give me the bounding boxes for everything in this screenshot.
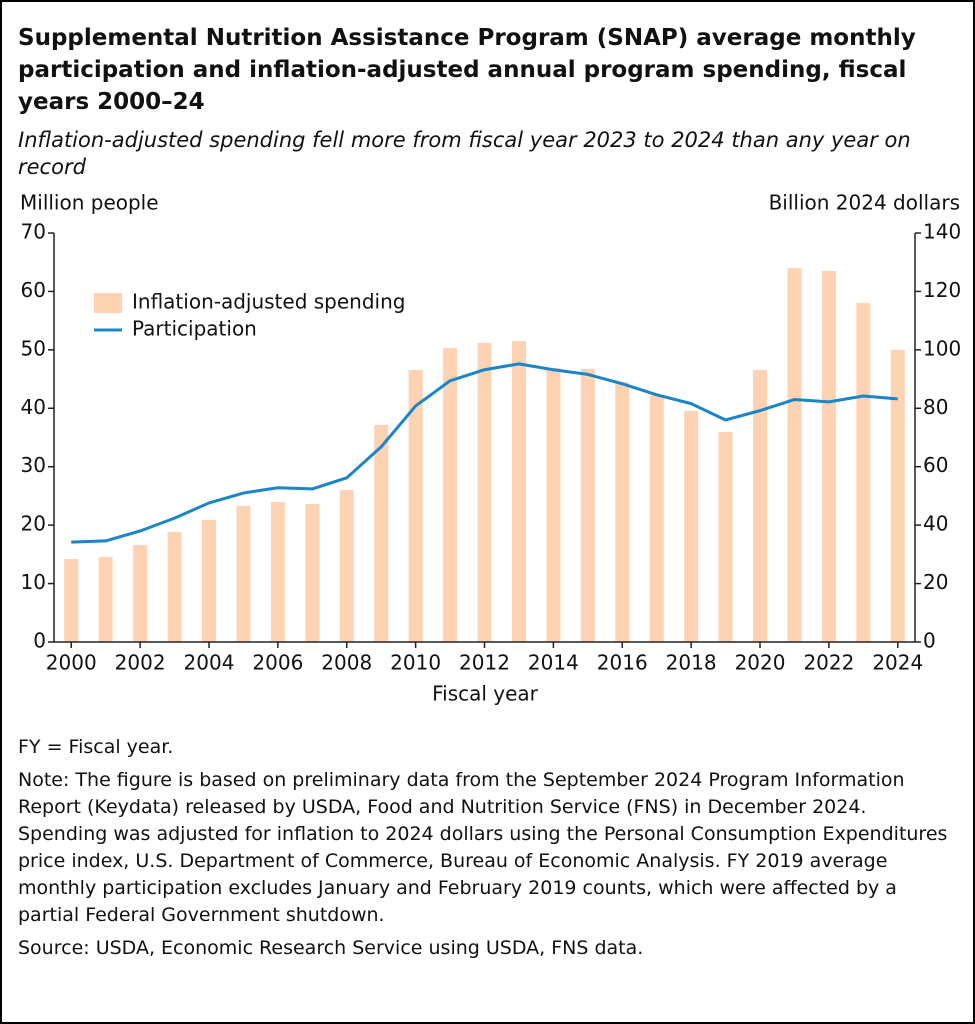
- y-tick-label: 30: [21, 453, 46, 477]
- y2-tick-label: 0: [923, 629, 936, 653]
- bar: [684, 410, 699, 642]
- y-tick-label: 0: [33, 629, 46, 653]
- y2-tick-label: 80: [923, 395, 948, 419]
- bar: [856, 303, 871, 642]
- bar: [236, 505, 251, 642]
- y2-tick-label: 40: [923, 512, 948, 536]
- note: Source: USDA, Economic Research Service …: [18, 937, 644, 959]
- y-tick-label: 70: [21, 220, 46, 244]
- bar: [305, 504, 320, 642]
- bar: [580, 368, 595, 642]
- x-tick-label: 2008: [321, 651, 372, 675]
- bar: [270, 502, 285, 642]
- y-tick-label: 10: [21, 570, 46, 594]
- bar: [546, 367, 561, 642]
- bar: [615, 381, 630, 642]
- chart-subtitle: Inflation-adjusted spending fell more fr…: [18, 128, 911, 179]
- bar: [821, 270, 836, 642]
- bar: [408, 370, 423, 642]
- y-tick-label: 20: [21, 512, 46, 536]
- y-tick-label: 40: [21, 395, 46, 419]
- x-tick-label: 2016: [597, 651, 648, 675]
- notes: FY = Fiscal year. Note: The figure is bas…: [18, 734, 948, 968]
- y2-tick-label: 20: [923, 570, 948, 594]
- x-axis-label: Fiscal year: [432, 682, 539, 706]
- y-tick-label: 60: [21, 278, 46, 302]
- bar: [890, 349, 905, 642]
- bar: [64, 559, 79, 642]
- x-tick-label: 2002: [115, 651, 166, 675]
- chart-title: Supplemental Nutrition Assistance Progra…: [18, 25, 916, 115]
- x-tick-label: 2012: [459, 651, 510, 675]
- bar: [443, 348, 458, 642]
- y2-tick-label: 60: [923, 453, 948, 477]
- bar: [167, 531, 182, 642]
- x-tick-label: 2022: [803, 651, 854, 675]
- legend-label: Participation: [132, 317, 257, 341]
- legend-label: Inflation-adjusted spending: [132, 290, 405, 314]
- x-tick-label: 2004: [184, 651, 235, 675]
- x-tick-label: 2014: [528, 651, 579, 675]
- x-tick-label: 2006: [252, 651, 303, 675]
- note: FY = Fiscal year.: [18, 736, 174, 758]
- legend-swatch: [94, 293, 122, 313]
- y2-tick-label: 100: [923, 336, 961, 360]
- x-tick-label: 2018: [666, 651, 717, 675]
- x-tick-label: 2020: [735, 651, 786, 675]
- x-tick-label: 2000: [46, 651, 97, 675]
- note: Note: The figure is based on preliminary…: [18, 769, 948, 926]
- x-tick-label: 2024: [872, 651, 923, 675]
- bar: [718, 431, 733, 642]
- bar: [787, 268, 802, 642]
- bar: [374, 424, 389, 642]
- y-axis-label: Million people: [20, 191, 159, 215]
- bar: [511, 341, 526, 642]
- bar: [753, 370, 768, 642]
- y2-tick-label: 140: [923, 220, 961, 244]
- bar: [477, 342, 492, 642]
- bar: [98, 556, 113, 642]
- y-tick-label: 50: [21, 336, 46, 360]
- x-tick-label: 2010: [390, 651, 441, 675]
- bar: [133, 545, 148, 642]
- bar: [201, 519, 216, 642]
- line: [71, 362, 898, 544]
- y2-tick-label: 120: [923, 278, 961, 302]
- bar: [649, 394, 664, 642]
- bar: [339, 490, 354, 642]
- y2-axis-label: Billion 2024 dollars: [769, 191, 960, 215]
